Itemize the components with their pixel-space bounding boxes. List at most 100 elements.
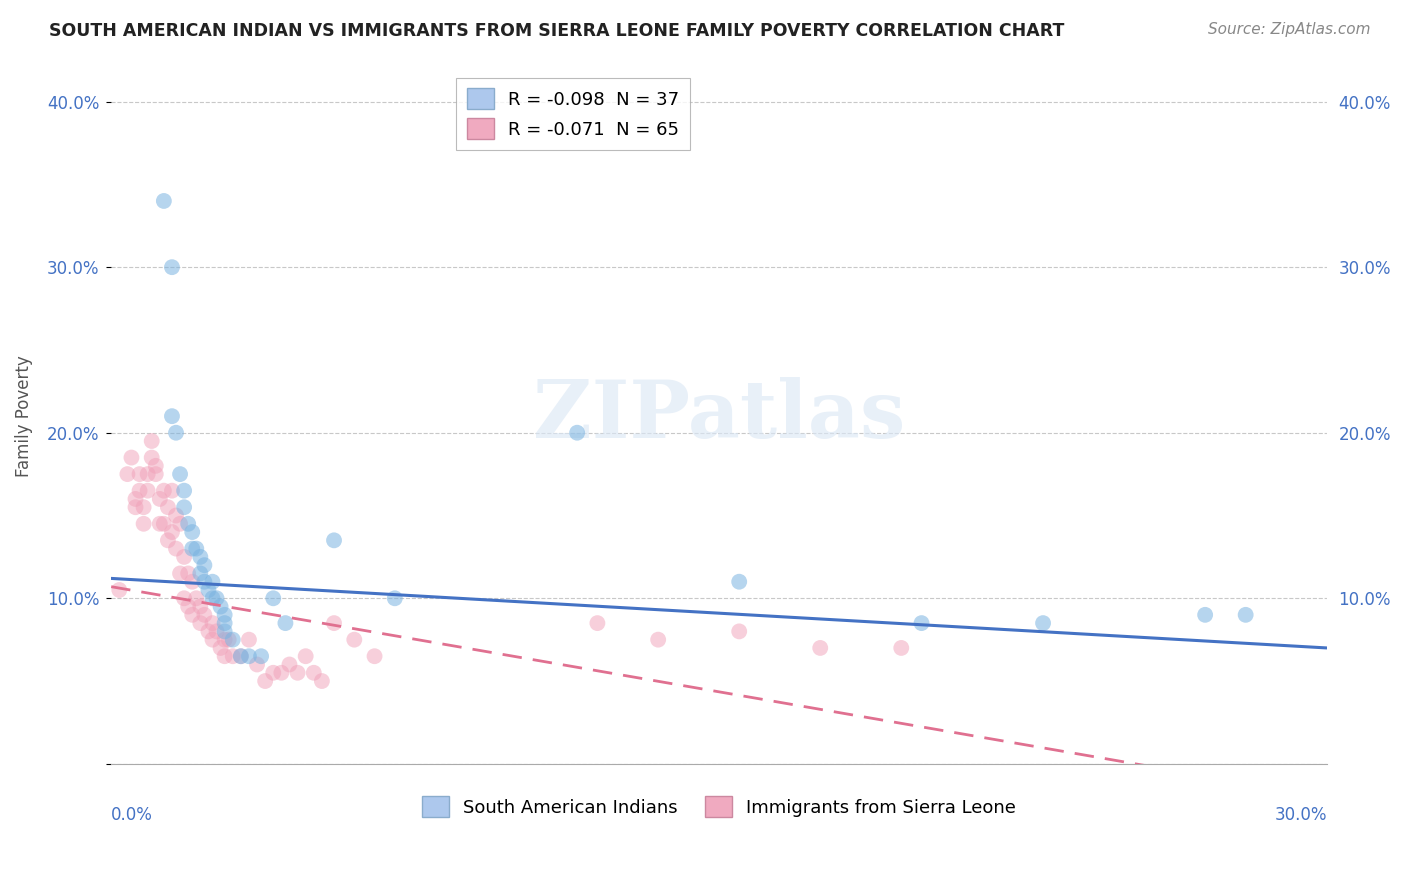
Point [128,483,150,498]
Point [124,500,146,515]
Point [197,624,219,639]
Point [250,649,273,664]
Point [177,566,200,581]
Point [565,425,588,440]
Point [287,665,309,680]
Point [647,632,669,647]
Text: ZIPatlas: ZIPatlas [533,377,905,455]
Point [173,500,195,515]
Text: 0.0%: 0.0% [111,805,153,823]
Point [311,674,333,689]
Point [294,649,316,664]
Point [209,599,232,614]
Point [149,516,172,531]
Point [246,657,269,672]
Point [165,508,187,523]
Point [278,657,301,672]
Point [728,624,751,639]
Point [197,582,219,597]
Point [193,607,215,622]
Point [141,434,163,448]
Point [173,483,195,498]
Point [229,649,252,664]
Point [205,591,228,606]
Point [186,541,208,556]
Point [193,574,215,589]
Point [274,616,297,631]
Point [343,632,366,647]
Point [132,500,155,515]
Point [890,640,912,655]
Point [186,591,208,606]
Point [384,591,406,606]
Point [153,194,176,208]
Point [1194,607,1216,622]
Point [128,467,150,482]
Point [124,491,146,506]
Point [188,566,211,581]
Point [136,483,159,498]
Point [201,574,224,589]
Point [120,450,142,465]
Y-axis label: Family Poverty: Family Poverty [15,355,32,477]
Text: SOUTH AMERICAN INDIAN VS IMMIGRANTS FROM SIERRA LEONE FAMILY POVERTY CORRELATION: SOUTH AMERICAN INDIAN VS IMMIGRANTS FROM… [49,22,1064,40]
Point [153,516,176,531]
Point [181,607,204,622]
Point [201,632,224,647]
Point [188,616,211,631]
Point [173,549,195,564]
Point [302,665,325,680]
Point [193,558,215,573]
Point [270,665,292,680]
Point [728,574,751,589]
Point [205,624,228,639]
Point [323,616,346,631]
Point [238,632,260,647]
Point [160,409,183,424]
Point [214,632,236,647]
Point [173,591,195,606]
Point [229,649,252,664]
Point [254,674,277,689]
Point [363,649,385,664]
Point [1032,616,1054,631]
Point [214,624,236,639]
Point [165,541,187,556]
Point [156,533,179,548]
Point [160,524,183,539]
Point [149,491,172,506]
Point [108,582,131,597]
Legend: South American Indians, Immigrants from Sierra Leone: South American Indians, Immigrants from … [415,789,1024,824]
Point [214,649,236,664]
Point [910,616,932,631]
Text: 30.0%: 30.0% [1274,805,1327,823]
Point [222,649,245,664]
Point [153,483,176,498]
Point [145,458,167,473]
Point [222,632,245,647]
Point [177,516,200,531]
Point [136,467,159,482]
Point [209,640,232,655]
Point [177,599,200,614]
Text: Source: ZipAtlas.com: Source: ZipAtlas.com [1208,22,1371,37]
Point [201,616,224,631]
Point [262,665,284,680]
Point [165,425,187,440]
Point [214,616,236,631]
Point [117,467,139,482]
Point [160,260,183,275]
Point [188,599,211,614]
Point [160,483,183,498]
Point [586,616,609,631]
Point [201,591,224,606]
Point [141,450,163,465]
Point [262,591,284,606]
Point [132,516,155,531]
Point [169,516,191,531]
Point [238,649,260,664]
Point [156,500,179,515]
Point [169,467,191,482]
Point [169,566,191,581]
Point [188,549,211,564]
